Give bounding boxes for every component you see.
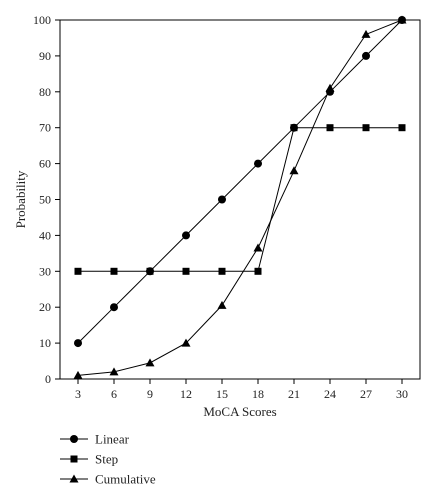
y-ticks: 0 10 20 30 40 50 60 70 80 90 100 <box>33 13 60 386</box>
step-point <box>74 267 82 275</box>
cumulative-point <box>325 83 335 92</box>
legend-label-step: Step <box>95 452 118 467</box>
y-tick-label: 60 <box>39 157 51 171</box>
legend-marker-cumulative <box>69 474 79 483</box>
x-axis-label: MoCA Scores <box>203 404 276 419</box>
y-tick-label: 20 <box>39 300 51 314</box>
step-point <box>362 124 370 132</box>
linear-point <box>362 51 370 60</box>
cumulative-point <box>289 166 299 175</box>
linear-point <box>74 339 82 348</box>
linear-point <box>218 195 226 204</box>
step-point <box>146 267 154 275</box>
x-tick-label: 3 <box>75 387 81 401</box>
cumulative-point <box>361 29 371 38</box>
axes <box>59 19 421 380</box>
series-linear <box>74 16 406 348</box>
series-line-step <box>78 127 402 272</box>
x-tick-label: 24 <box>324 387 336 401</box>
series-step <box>74 124 406 275</box>
linear-point <box>254 159 262 168</box>
series-line-linear <box>77 19 403 344</box>
legend-marker-linear <box>70 435 78 443</box>
step-point <box>182 267 190 275</box>
y-tick-label: 80 <box>39 85 51 99</box>
series-layer <box>73 15 407 379</box>
y-tick-label: 70 <box>39 121 51 135</box>
step-point <box>326 124 334 132</box>
plot-frame <box>59 19 421 380</box>
x-tick-label: 27 <box>360 387 372 401</box>
legend-item-cumulative: Cumulative <box>60 472 156 487</box>
y-axis-label: Probability <box>13 170 28 228</box>
y-tick-label: 90 <box>39 49 51 63</box>
x-ticks: 3 6 9 12 15 18 21 24 27 30 <box>75 379 408 401</box>
legend: Linear Step Cumulative <box>60 432 156 487</box>
cumulative-point <box>397 15 407 24</box>
y-tick-label: 40 <box>39 228 51 242</box>
x-tick-label: 30 <box>396 387 408 401</box>
y-tick-label: 0 <box>45 372 51 386</box>
cumulative-point <box>73 370 83 379</box>
legend-item-linear: Linear <box>60 432 130 447</box>
legend-label-cumulative: Cumulative <box>95 472 156 487</box>
x-tick-label: 21 <box>288 387 300 401</box>
x-tick-label: 15 <box>216 387 228 401</box>
series-cumulative <box>73 15 407 379</box>
step-point <box>218 267 226 275</box>
y-tick-label: 10 <box>39 336 51 350</box>
x-tick-label: 9 <box>147 387 153 401</box>
linear-point <box>182 231 190 240</box>
y-tick-label: 30 <box>39 264 51 278</box>
cumulative-point <box>109 367 119 376</box>
y-tick-label: 50 <box>39 193 51 207</box>
cumulative-point <box>253 243 263 252</box>
x-tick-label: 6 <box>111 387 117 401</box>
step-point <box>254 267 262 275</box>
y-tick-label: 100 <box>33 13 51 27</box>
legend-item-step: Step <box>60 452 118 467</box>
linear-point <box>110 303 118 312</box>
series-line-cumulative <box>77 19 403 376</box>
legend-marker-step <box>70 455 78 463</box>
step-point <box>290 124 298 132</box>
x-tick-label: 18 <box>252 387 264 401</box>
cumulative-point <box>145 358 155 367</box>
step-point <box>110 267 118 275</box>
legend-label-linear: Linear <box>95 432 130 447</box>
step-point <box>398 124 406 132</box>
x-tick-label: 12 <box>180 387 192 401</box>
cumulative-point <box>181 338 191 347</box>
cumulative-point <box>217 300 227 309</box>
